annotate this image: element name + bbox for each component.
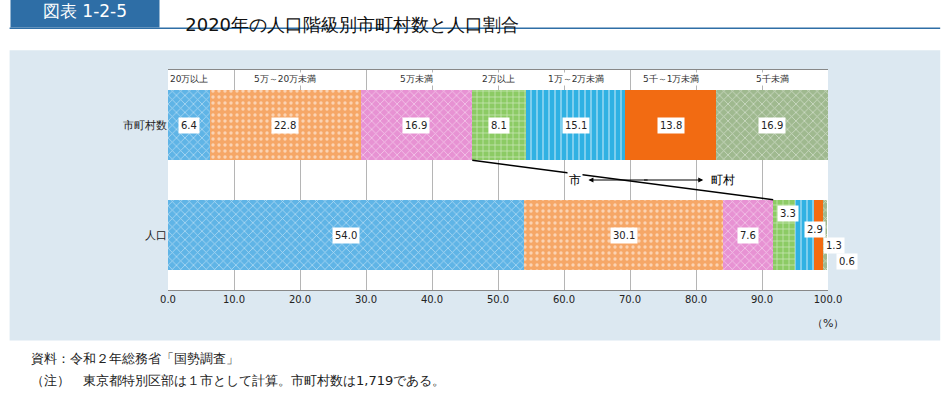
svg-text:54.0: 54.0 <box>335 230 357 241</box>
svg-text:90.0: 90.0 <box>751 294 773 305</box>
svg-text:1万～2万未満: 1万～2万未満 <box>548 74 604 84</box>
svg-text:0.6: 0.6 <box>839 256 855 267</box>
svg-text:40.0: 40.0 <box>421 294 443 305</box>
svg-text:22.8: 22.8 <box>274 120 296 131</box>
svg-text:5千～1万未満: 5千～1万未満 <box>643 74 699 84</box>
svg-text:100.0: 100.0 <box>814 294 843 305</box>
svg-text:町村: 町村 <box>711 173 735 187</box>
svg-text:1.3: 1.3 <box>826 240 842 251</box>
svg-text:人口: 人口 <box>145 229 167 242</box>
svg-text:3.3: 3.3 <box>780 208 796 219</box>
svg-text:7.6: 7.6 <box>740 230 756 241</box>
svg-text:50.0: 50.0 <box>487 294 509 305</box>
svg-text:8.1: 8.1 <box>491 120 507 131</box>
svg-text:資料：令和２年総務省「国勢調査」: 資料：令和２年総務省「国勢調査」 <box>31 351 239 366</box>
svg-text:16.9: 16.9 <box>761 120 783 131</box>
svg-text:市町村数: 市町村数 <box>123 119 167 132</box>
svg-text:5千未満: 5千未満 <box>756 74 789 84</box>
svg-text:16.9: 16.9 <box>405 120 427 131</box>
svg-text:60.0: 60.0 <box>553 294 575 305</box>
svg-text:（注） 東京都特別区部は１市として計算。市町村数は1,719: （注） 東京都特別区部は１市として計算。市町村数は1,719である。 <box>31 373 445 388</box>
svg-text:（%）: （%） <box>812 317 844 330</box>
svg-text:70.0: 70.0 <box>619 294 641 305</box>
svg-text:2.9: 2.9 <box>807 224 823 235</box>
svg-text:2万以上: 2万以上 <box>482 74 515 84</box>
svg-text:13.8: 13.8 <box>660 120 682 131</box>
svg-text:15.1: 15.1 <box>565 120 587 131</box>
svg-text:2020年の人口階級別市町村数と人口割合: 2020年の人口階級別市町村数と人口割合 <box>185 14 519 35</box>
svg-text:図表 1-2-5: 図表 1-2-5 <box>43 1 127 21</box>
svg-text:市: 市 <box>569 173 581 187</box>
svg-text:30.1: 30.1 <box>613 230 635 241</box>
svg-text:5万未満: 5万未満 <box>400 74 433 84</box>
svg-text:0.0: 0.0 <box>160 294 176 305</box>
svg-text:5万～20万未満: 5万～20万未満 <box>254 74 316 84</box>
svg-text:30.0: 30.0 <box>355 294 377 305</box>
svg-text:80.0: 80.0 <box>685 294 707 305</box>
svg-text:10.0: 10.0 <box>223 294 245 305</box>
svg-text:20万以上: 20万以上 <box>170 74 208 84</box>
svg-text:6.4: 6.4 <box>181 120 197 131</box>
svg-text:20.0: 20.0 <box>289 294 311 305</box>
